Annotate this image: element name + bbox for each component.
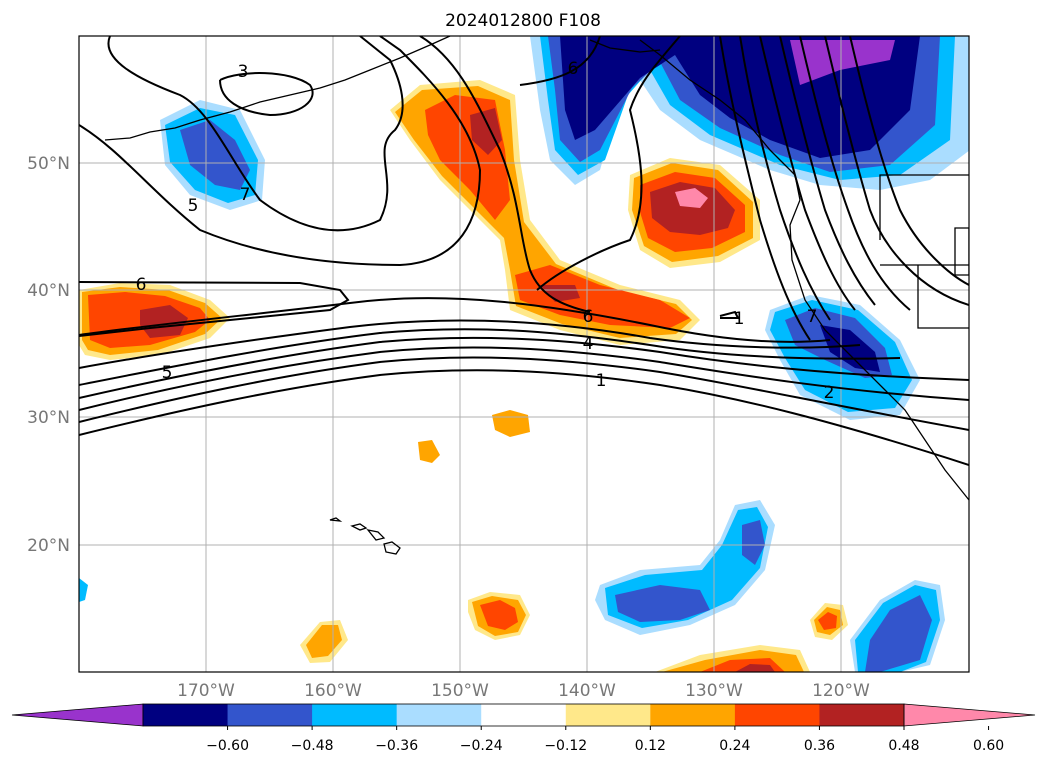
colorbar-tick-label: −0.60	[206, 738, 249, 754]
colorbar-swatch	[143, 704, 229, 726]
contour-label: 5	[188, 196, 199, 216]
longitude-labels: 170°W 160°W 150°W 140°W 130°W 120°W	[177, 681, 870, 701]
colorbar: −0.60 −0.48 −0.36 −0.24 −0.12 0.12 0.24 0.36 0.4…	[11, 703, 1036, 754]
lon-label: 130°W	[685, 681, 743, 701]
map-frame	[78, 35, 970, 673]
colorbar-tick-label: −0.48	[291, 738, 334, 754]
contour-label: 1	[734, 309, 745, 329]
colorbar-tick-label: 0.48	[888, 738, 919, 754]
contour-label: 2	[824, 383, 835, 403]
contour-label: 6	[568, 59, 579, 79]
lon-label: 160°W	[304, 681, 362, 701]
colorbar-extend-min	[11, 703, 144, 727]
contour-label: 3	[238, 62, 249, 82]
colorbar-tick-label: −0.24	[460, 738, 503, 754]
colorbar-tick-label: −0.36	[375, 738, 418, 754]
colorbar-tick-label: 0.24	[719, 738, 750, 754]
latitude-labels: 50°N 40°N 30°N 20°N	[27, 154, 70, 556]
contour-labels: 3 5 7 6 6 5 6 4 1 1 2 7	[136, 59, 835, 403]
figure-title: 2024012800 F108	[445, 11, 601, 31]
colorbar-tick-label: 0.60	[973, 738, 1004, 754]
positive-anomaly-shading	[79, 80, 848, 672]
contour-label: 6	[136, 275, 147, 295]
lon-label: 150°W	[431, 681, 489, 701]
lon-label: 120°W	[812, 681, 870, 701]
contour-lines	[79, 36, 969, 466]
colorbar-swatch	[734, 704, 820, 726]
lat-label: 30°N	[27, 408, 70, 428]
colorbar-tick-label: −0.12	[544, 738, 587, 754]
contour-label: 4	[583, 334, 594, 354]
colorbar-frame	[142, 703, 905, 727]
lat-label: 20°N	[27, 536, 70, 556]
contour-label: 5	[162, 363, 173, 383]
contour-label: 1	[596, 371, 607, 391]
contour-label: 7	[240, 185, 251, 205]
contour-label: 6	[583, 307, 594, 327]
lon-label: 170°W	[177, 681, 235, 701]
lon-label: 140°W	[558, 681, 616, 701]
contour-label: 7	[807, 307, 818, 327]
colorbar-swatch	[650, 704, 736, 726]
colorbar-extend-max	[903, 703, 1036, 727]
colorbar-swatch	[481, 704, 567, 726]
colorbar-swatch	[396, 704, 482, 726]
lat-label: 40°N	[27, 281, 70, 301]
colorbar-tick-label: 0.36	[804, 738, 835, 754]
colorbar-tick-label: 0.12	[635, 738, 666, 754]
colorbar-swatch	[819, 704, 905, 726]
colorbar-swatch	[312, 704, 398, 726]
lat-label: 50°N	[27, 154, 70, 174]
colorbar-swatch	[565, 704, 651, 726]
colorbar-swatch	[227, 704, 313, 726]
map-area: 3 5 7 6 6 5 6 4 1 1 2 7	[79, 36, 969, 672]
